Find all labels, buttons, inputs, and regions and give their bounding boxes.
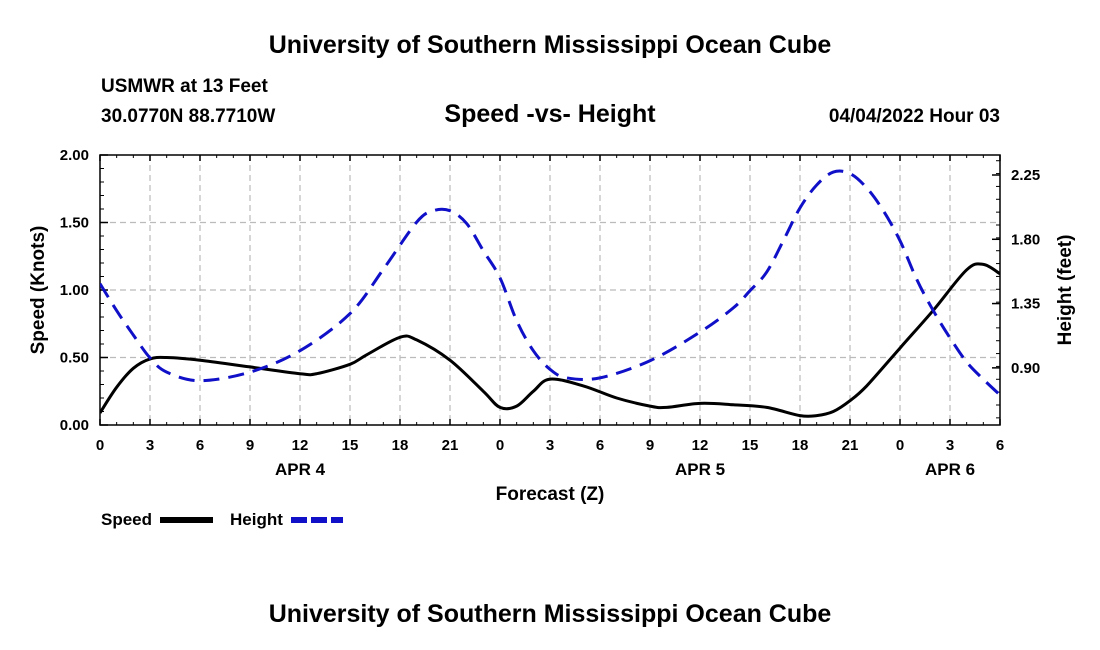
y2-tick-label: 2.25: [1011, 167, 1040, 184]
x-tick-label: 21: [842, 437, 859, 454]
x-tick-label: 15: [742, 437, 759, 454]
footer-title: University of Southern Mississippi Ocean…: [268, 600, 832, 628]
x-tick-label: 18: [792, 437, 809, 454]
date-label: APR 4: [275, 460, 326, 479]
y2-tick-label: 0.90: [1011, 360, 1040, 377]
y-tick-label: 1.50: [60, 215, 89, 232]
y2-axis-title: Height (feet): [1055, 235, 1076, 346]
station-label: USMWR at 13 Feet: [101, 76, 268, 97]
height-series-line: [100, 169, 1000, 397]
x-tick-label: 18: [392, 437, 409, 454]
x-tick-label: 12: [292, 437, 309, 454]
speed-series-line: [100, 262, 1000, 418]
y-tick-label: 0.50: [60, 350, 89, 367]
date-label: APR 6: [925, 460, 975, 479]
date-label: APR 5: [675, 460, 725, 479]
x-tick-label: 15: [342, 437, 359, 454]
x-tick-label: 21: [442, 437, 459, 454]
axes: 0 3 6 9 12 15 18 21 0 3 6 9 12 15 18 21 0 3 6 0.00 0.50 1.00 1…: [28, 147, 1076, 505]
x-tick-label: 9: [646, 437, 654, 454]
legend: Speed Height: [101, 510, 343, 529]
x-tick-label: 3: [946, 437, 954, 454]
x-tick-label: 6: [596, 437, 604, 454]
x-axis-title: Forecast (Z): [496, 484, 605, 505]
main-title: University of Southern Mississippi Ocean…: [268, 31, 832, 59]
y-axis-title: Speed (Knots): [28, 226, 49, 355]
grid: [100, 155, 1000, 425]
y2-tick-label: 1.35: [1011, 296, 1040, 313]
x-tick-label: 6: [196, 437, 204, 454]
forecast-datetime: 04/04/2022 Hour 03: [828, 106, 1000, 127]
x-tick-label: 0: [896, 437, 904, 454]
x-tick-label: 3: [546, 437, 554, 454]
chart-title: Speed -vs- Height: [444, 100, 656, 128]
x-tick-label: 9: [246, 437, 254, 454]
y2-tick-label: 1.80: [1011, 231, 1040, 248]
plot-frame: [99, 154, 1001, 426]
x-tick-label: 3: [146, 437, 154, 454]
y-tick-label: 2.00: [60, 147, 89, 164]
y-tick-label: 0.00: [60, 417, 89, 434]
station-coordinates: 30.0770N 88.7710W: [101, 106, 276, 127]
y-tick-label: 1.00: [60, 282, 89, 299]
series-layer: [100, 169, 1000, 418]
x-tick-label: 12: [692, 437, 709, 454]
x-tick-label: 0: [496, 437, 504, 454]
x-tick-label: 0: [96, 437, 104, 454]
legend-label-height: Height: [230, 510, 283, 529]
legend-label-speed: Speed: [101, 510, 152, 529]
x-tick-label: 6: [996, 437, 1004, 454]
